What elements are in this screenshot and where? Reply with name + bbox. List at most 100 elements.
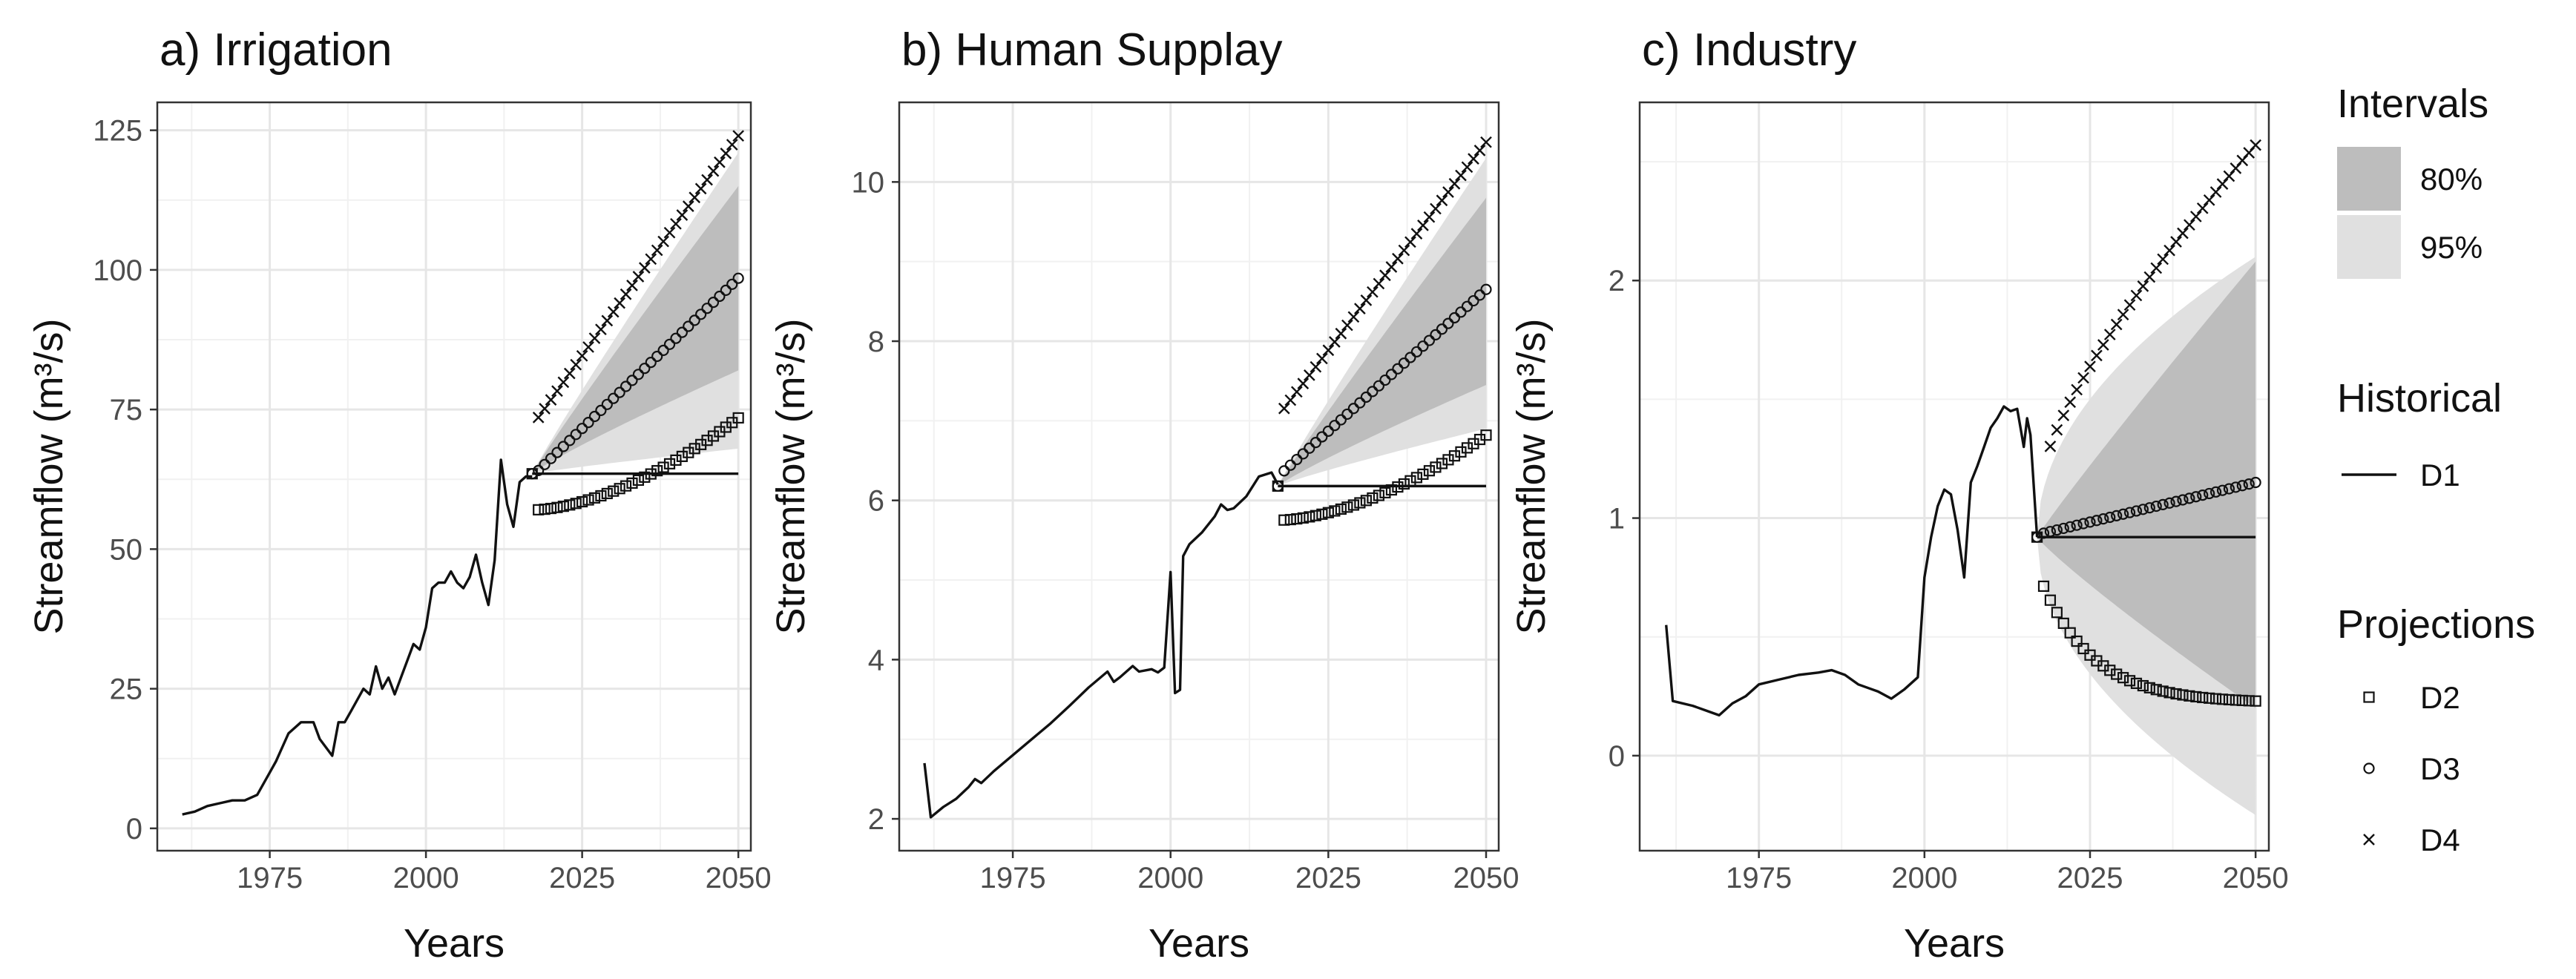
marker-square	[2104, 665, 2116, 676]
marker-cross	[1347, 311, 1360, 323]
marker-circle	[608, 392, 620, 404]
marker-circle	[626, 375, 638, 386]
marker-cross	[1367, 286, 1379, 298]
marker-cross	[2143, 271, 2156, 283]
marker-square	[732, 412, 744, 424]
marker-square	[1297, 512, 1309, 524]
marker-cross	[657, 235, 669, 248]
marker-circle	[1423, 334, 1436, 346]
legend-label: D1	[2420, 458, 2460, 492]
marker-cross	[707, 165, 720, 177]
projection-d4	[1278, 136, 1492, 415]
marker-circle	[2084, 516, 2096, 528]
panel-title: b) Human Supplay	[901, 24, 1283, 76]
marker-cross	[1385, 261, 1398, 273]
marker-square	[564, 499, 576, 511]
marker-square	[2157, 685, 2169, 697]
marker-circle	[2250, 476, 2261, 489]
marker-square	[2037, 580, 2050, 592]
marker-circle	[2150, 500, 2162, 512]
marker-circle	[526, 468, 538, 480]
marker-square	[2163, 687, 2175, 699]
y-tick-label: 2	[868, 803, 884, 836]
legend-title-projections: Projections	[2337, 602, 2535, 647]
marker-cross	[2250, 139, 2261, 151]
projection-d4	[532, 130, 745, 423]
y-axis-label: Streamflow (m³/s)	[1509, 318, 1554, 634]
marker-cross	[1379, 269, 1391, 282]
marker-cross	[1290, 386, 1303, 398]
marker-cross	[2110, 318, 2123, 331]
marker-square	[570, 498, 582, 510]
marker-square	[1448, 450, 1461, 462]
marker-square	[663, 458, 676, 469]
interval-band-80pct	[2037, 261, 2256, 708]
marker-cross	[1436, 194, 1448, 207]
marker-circle	[2157, 498, 2169, 511]
marker-cross	[638, 262, 651, 274]
marker-square	[1335, 503, 1347, 515]
marker-square	[626, 477, 638, 489]
marker-cross	[2203, 194, 2215, 206]
marker-cross	[2196, 202, 2209, 214]
marker-square	[533, 504, 545, 515]
marker-cross	[614, 297, 626, 309]
marker-cross	[539, 403, 551, 415]
interval-band-80pct	[532, 185, 739, 474]
projection-d3	[2031, 476, 2261, 543]
marker-square	[2170, 688, 2182, 700]
marker-circle	[1480, 283, 1492, 295]
y-tick-label: 4	[868, 644, 884, 676]
marker-cross	[2137, 280, 2149, 292]
marker-circle	[2170, 495, 2182, 507]
y-tick-label: 0	[1609, 740, 1625, 773]
marker-circle	[2117, 508, 2129, 520]
marker-cross	[595, 323, 607, 336]
marker-cross	[532, 412, 545, 423]
marker-circle	[1455, 306, 1467, 318]
marker-cross	[626, 280, 638, 291]
marker-cross	[2103, 329, 2116, 340]
marker-cross	[1410, 228, 1423, 240]
marker-circle	[1335, 414, 1347, 426]
interval-band-80pct	[1278, 197, 1486, 487]
x-axis-label: Years	[404, 921, 505, 966]
legend-key-80pct	[2337, 147, 2401, 211]
marker-cross	[2177, 227, 2189, 240]
marker-circle	[2091, 515, 2103, 527]
legend-label: 95%	[2420, 230, 2483, 265]
marker-square	[651, 465, 663, 477]
marker-circle	[2230, 481, 2241, 493]
x-axis-label: Years	[1149, 921, 1249, 966]
marker-cross	[2044, 441, 2057, 452]
marker-cross	[701, 174, 713, 186]
marker-cross	[2123, 299, 2136, 312]
marker-cross	[2097, 339, 2109, 351]
marker-circle	[639, 363, 651, 375]
panel-title: c) Industry	[1642, 24, 1856, 76]
marker-circle	[1329, 420, 1341, 432]
marker-square	[683, 446, 694, 458]
marker-circle	[2190, 491, 2202, 503]
marker-circle	[2111, 510, 2123, 521]
y-tick-label: 8	[868, 326, 884, 358]
marker-square	[1379, 487, 1391, 498]
marker-circle	[1448, 312, 1461, 324]
marker-circle	[2044, 526, 2057, 538]
x-tick-label: 2000	[1137, 862, 1203, 894]
marker-cross	[2084, 360, 2096, 372]
marker-circle	[676, 326, 688, 338]
marker-circle	[614, 386, 625, 398]
marker-square	[2137, 679, 2149, 692]
marker-circle	[588, 410, 601, 423]
marker-circle	[2123, 507, 2136, 518]
marker-square	[1329, 505, 1341, 517]
marker-square	[2143, 682, 2155, 693]
marker-cross	[1430, 202, 1442, 215]
marker-circle	[2097, 513, 2109, 525]
marker-square	[1373, 490, 1385, 501]
y-tick-label: 10	[852, 166, 885, 199]
marker-square	[2216, 693, 2229, 705]
marker-circle	[1430, 329, 1442, 341]
